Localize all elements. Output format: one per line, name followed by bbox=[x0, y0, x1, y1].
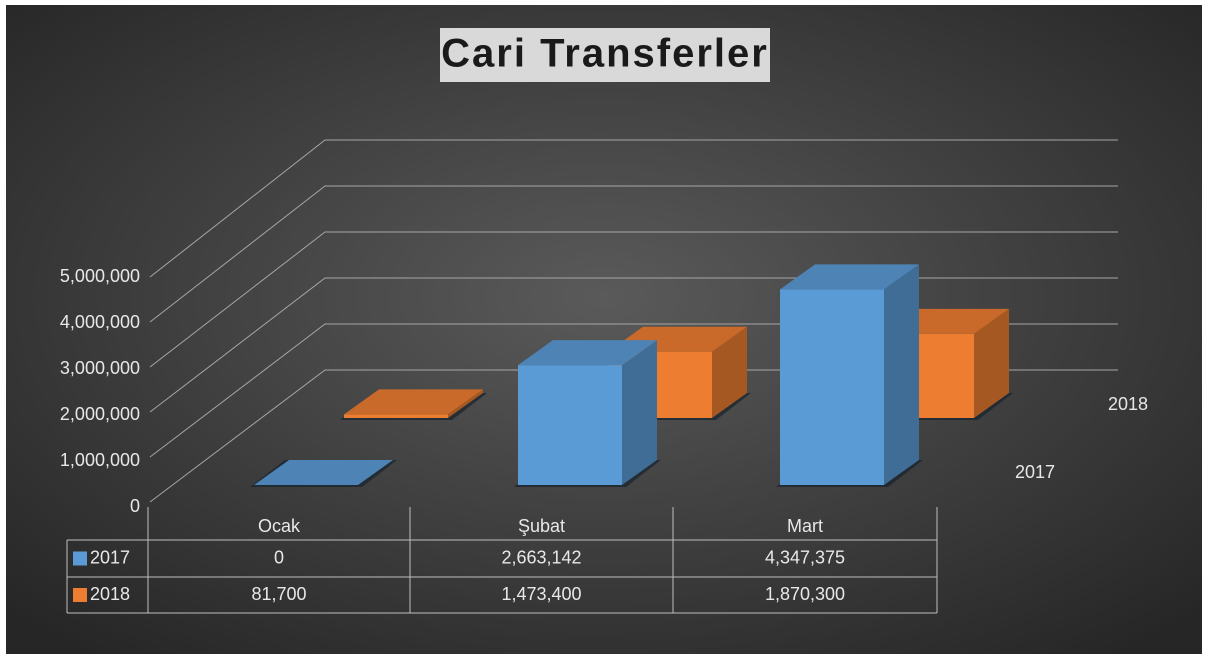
bar-top bbox=[518, 340, 657, 366]
category-label: Ocak bbox=[258, 516, 301, 536]
grid-line bbox=[149, 231, 1118, 368]
category-label: Mart bbox=[787, 516, 823, 536]
depth-label: 2018 bbox=[1108, 394, 1148, 414]
table-value: 81,700 bbox=[251, 584, 306, 604]
table-value: 1,870,300 bbox=[765, 584, 845, 604]
table-value: 4,347,375 bbox=[765, 547, 845, 567]
grid-line bbox=[149, 185, 1118, 323]
bar-front bbox=[344, 414, 448, 418]
y-tick-label: 5,000,000 bbox=[60, 266, 140, 286]
y-tick-label: 3,000,000 bbox=[60, 358, 140, 378]
bar-front bbox=[780, 289, 884, 485]
bar-top bbox=[344, 389, 483, 415]
bar-side bbox=[712, 326, 747, 418]
grid-line bbox=[149, 139, 1118, 278]
bar-side bbox=[448, 389, 483, 418]
legend-swatch bbox=[73, 551, 87, 566]
table-value: 1,473,400 bbox=[501, 584, 581, 604]
table-value: 0 bbox=[274, 547, 284, 567]
bar-top bbox=[254, 460, 393, 485]
legend-label: 2018 bbox=[90, 584, 130, 604]
legend-swatch bbox=[73, 588, 87, 602]
category-label: Şubat bbox=[518, 516, 565, 536]
y-tick-label: 4,000,000 bbox=[60, 312, 140, 332]
y-tick-label: 2,000,000 bbox=[60, 404, 140, 424]
title-box bbox=[440, 28, 770, 82]
bar-side bbox=[974, 308, 1009, 418]
y-tick-label: 1,000,000 bbox=[60, 450, 140, 470]
legend-label: 2017 bbox=[90, 547, 130, 567]
bar-top bbox=[780, 264, 919, 290]
bar-front bbox=[518, 365, 622, 485]
chart-title: Cari Transferler bbox=[441, 32, 769, 76]
table-value: 2,663,142 bbox=[501, 547, 581, 567]
y-tick-label: 0 bbox=[130, 496, 140, 516]
bar-side bbox=[622, 340, 657, 485]
chart-background bbox=[6, 5, 1202, 654]
depth-label: 2017 bbox=[1015, 462, 1055, 482]
bar-side bbox=[884, 264, 919, 485]
